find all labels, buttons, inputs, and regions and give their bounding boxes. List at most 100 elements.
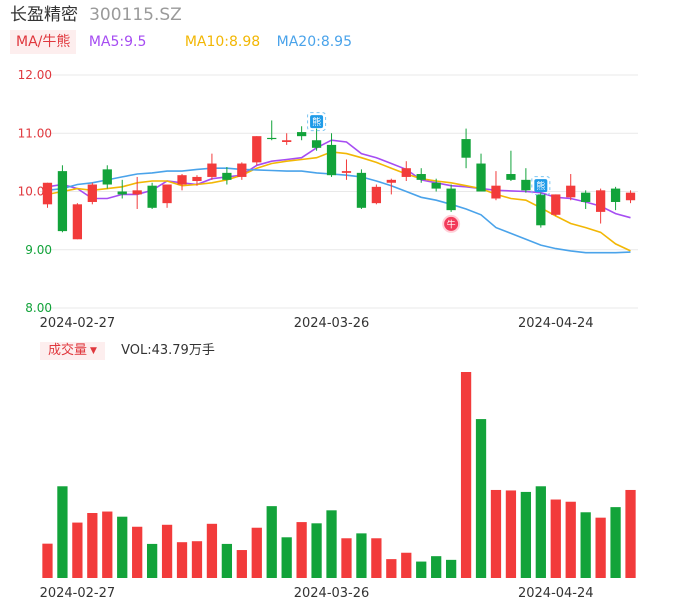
date-tick-label: 2024-03-26: [294, 316, 370, 331]
bull-marker-icon[interactable]: 牛: [442, 214, 461, 233]
candle: [386, 178, 396, 195]
date-tick-label: 2024-02-27: [40, 586, 116, 601]
candle: [267, 120, 277, 141]
stock-header: 长盈精密 300115.SZ: [10, 4, 182, 26]
marker-text: 熊: [536, 180, 545, 192]
volume-bar: [580, 512, 591, 578]
candle: [162, 184, 172, 208]
candle-body: [371, 186, 382, 204]
volume-bar: [221, 543, 233, 578]
price-tick-label: 8.00: [25, 301, 52, 315]
price-tick-label: 12.00: [18, 68, 52, 82]
candle-body: [521, 179, 531, 191]
volume-bar: [132, 526, 143, 578]
candle: [625, 190, 636, 204]
marker-badge: [534, 179, 548, 193]
volume-bar: [460, 372, 472, 578]
price-grid: [40, 74, 638, 309]
candle-body: [416, 174, 426, 180]
volume-bar: [625, 489, 636, 578]
candle: [192, 175, 202, 186]
stock-name: 长盈精密: [10, 5, 78, 25]
candle-body: [87, 184, 97, 202]
volume-bar: [87, 513, 98, 578]
marker-text: 熊: [312, 116, 321, 128]
candle: [132, 176, 142, 209]
bear-marker-icon[interactable]: 熊: [531, 176, 551, 196]
candle-body: [536, 194, 546, 226]
candle-body: [42, 182, 53, 205]
volume-bar: [416, 561, 427, 578]
candle: [491, 171, 501, 201]
candle-body: [625, 192, 636, 201]
volume-bar: [445, 559, 457, 578]
volume-bar: [475, 419, 487, 578]
candle: [296, 126, 307, 141]
marker-badge: [310, 115, 324, 129]
candle-body: [177, 175, 187, 185]
volume-bar: [326, 510, 337, 578]
candle: [506, 150, 516, 182]
volume-bar: [550, 499, 561, 578]
candle: [595, 188, 606, 224]
date-tick-label: 2024-02-27: [40, 316, 116, 331]
candle: [356, 169, 367, 209]
caret-down-icon: ▼: [90, 346, 97, 356]
volume-bar: [161, 524, 173, 578]
volume-bar: [356, 533, 367, 578]
candle-body: [252, 136, 262, 163]
volume-bar: [595, 517, 606, 578]
moving-average-lines: [47, 139, 631, 254]
bear-marker-icon[interactable]: 熊: [307, 112, 327, 132]
ma5-line: [47, 139, 631, 219]
candle: [341, 159, 352, 180]
candle-body: [431, 182, 441, 189]
candle-body: [326, 144, 337, 176]
candle: [431, 178, 441, 192]
volume-bar: [565, 501, 576, 578]
volume-indicator-tab[interactable]: 成交量 ▼: [40, 342, 105, 360]
marker-frame: [531, 176, 551, 196]
ma10-line: [47, 151, 631, 252]
volume-value: VOL:43.79万手: [121, 343, 215, 358]
candle-body: [132, 190, 142, 195]
candle-body: [595, 190, 606, 212]
candle-body: [72, 204, 83, 240]
candle-body: [222, 172, 232, 180]
volume-bar: [371, 538, 382, 578]
candle-body: [311, 140, 322, 148]
volume-bar: [386, 559, 397, 578]
price-tick-label: 9.00: [25, 243, 52, 257]
stock-code: 300115.SZ: [89, 5, 182, 25]
candle: [177, 174, 187, 191]
marker-badge: [442, 214, 461, 233]
candle: [252, 136, 262, 166]
volume-bar: [57, 486, 68, 578]
ma-indicator-tab[interactable]: MA/牛熊: [10, 30, 77, 54]
candle: [521, 168, 531, 193]
candle: [207, 153, 217, 180]
candle: [102, 165, 112, 189]
candle-body: [341, 171, 352, 173]
candle: [581, 190, 591, 209]
volume-date-axis-labels: 2024-02-27 2024-03-26 2024-04-24: [40, 586, 594, 601]
candle: [566, 174, 576, 201]
candle-body: [207, 163, 217, 177]
candle: [416, 168, 426, 183]
candle-body: [282, 140, 292, 142]
candle-body: [581, 192, 591, 202]
volume-bar: [266, 506, 277, 578]
candle-body: [386, 179, 396, 183]
ma20-legend: MA20:8.95: [276, 34, 352, 50]
candle: [42, 182, 53, 208]
candle: [401, 161, 411, 182]
volume-bar: [42, 543, 53, 578]
candle-body: [491, 185, 501, 199]
volume-bar: [490, 489, 502, 578]
date-tick-label: 2024-03-26: [294, 586, 370, 601]
candle-body: [356, 172, 367, 208]
volume-bar: [401, 552, 412, 578]
candle-body: [566, 185, 576, 198]
candle-body: [237, 163, 247, 177]
